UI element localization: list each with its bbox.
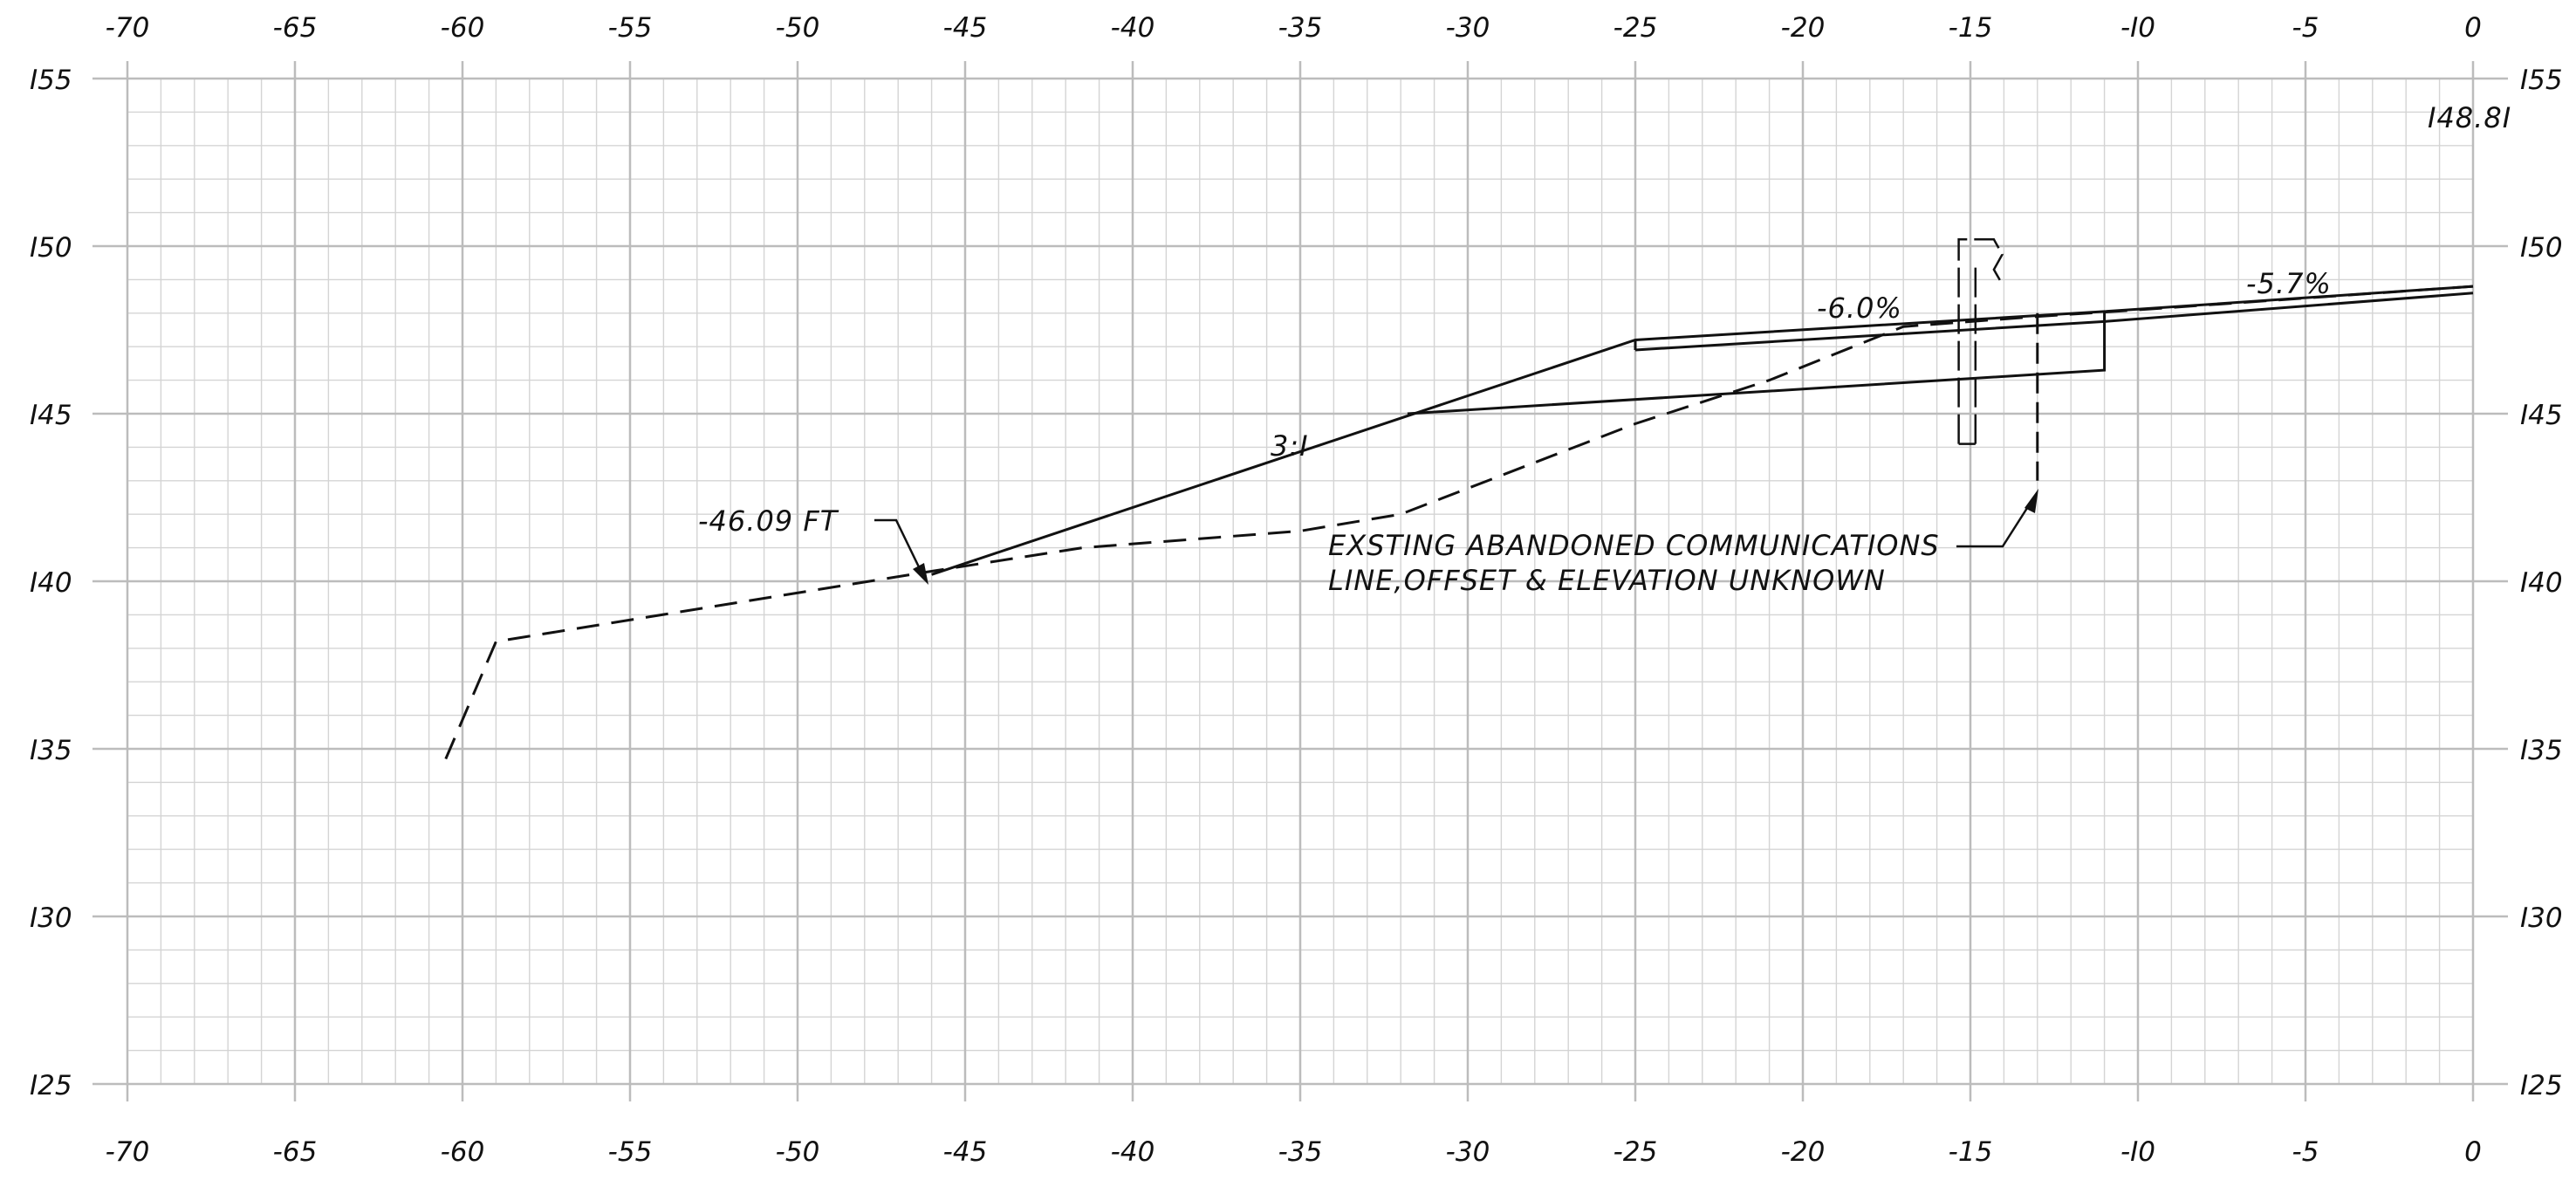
top-tick-label: -50 xyxy=(776,12,820,44)
slope-label-left: -6.0% xyxy=(1817,292,1902,325)
top-tick-label: -55 xyxy=(608,12,653,44)
bottom-tick-label: -50 xyxy=(776,1136,820,1168)
left-tick-label: I40 xyxy=(30,567,72,599)
top-tick-label: -65 xyxy=(273,12,318,44)
bottom-tick-label: -20 xyxy=(1781,1136,1826,1168)
top-tick-label: -15 xyxy=(1949,12,1993,44)
bottom-tick-label: 0 xyxy=(2464,1136,2482,1168)
right-tick-label: I30 xyxy=(2520,902,2563,934)
right-tick-label: I55 xyxy=(2520,65,2563,96)
top-tick-label: -20 xyxy=(1781,12,1826,44)
right-tick-label: I25 xyxy=(2520,1070,2563,1101)
top-tick-label: -70 xyxy=(106,12,150,44)
left-tick-label: I30 xyxy=(30,902,72,934)
top-tick-label: -25 xyxy=(1613,12,1658,44)
bottom-tick-label: -55 xyxy=(608,1136,653,1168)
bottom-tick-label: -5 xyxy=(2292,1136,2319,1168)
top-tick-label: -I0 xyxy=(2120,12,2155,44)
left-tick-label: I50 xyxy=(30,232,72,264)
right-tick-label: I50 xyxy=(2520,232,2563,264)
annotations: I48.8I -6.0% -5.7% 3:I -46.09 FT EXSTING… xyxy=(698,101,2511,597)
right-tick-label: I45 xyxy=(2520,400,2563,431)
left-tick-label: I55 xyxy=(30,65,72,96)
curb-outline xyxy=(1957,238,2004,444)
utility-note-line-1: EXSTING ABANDONED COMMUNICATIONS xyxy=(1328,529,1940,562)
bottom-tick-label: -35 xyxy=(1278,1136,1323,1168)
bottom-tick-label: -45 xyxy=(943,1136,988,1168)
top-tick-label: -30 xyxy=(1446,12,1490,44)
bottom-tick-label: -60 xyxy=(441,1136,485,1168)
utility-arrowhead xyxy=(2024,489,2038,513)
bottom-tick-label: -30 xyxy=(1446,1136,1490,1168)
utility-note-leader xyxy=(1956,495,2037,548)
profiles xyxy=(444,238,2474,760)
top-tick-label: -40 xyxy=(1111,12,1155,44)
slope-label-right: -5.7% xyxy=(2246,267,2332,300)
catch-point-arrowhead xyxy=(913,563,928,585)
top-tick-label: -60 xyxy=(441,12,485,44)
top-tick-label: 0 xyxy=(2464,12,2482,44)
left-tick-label: I45 xyxy=(30,400,72,431)
bottom-tick-label: -15 xyxy=(1949,1136,1993,1168)
bottom-tick-label: -40 xyxy=(1111,1136,1155,1168)
offset-axis-top: -70 -65 -60 -55 -50 -45 -40 -35 -30 -25 … xyxy=(106,12,2482,44)
bottom-tick-label: -70 xyxy=(106,1136,150,1168)
top-tick-label: -45 xyxy=(943,12,988,44)
bottom-tick-label: -I0 xyxy=(2120,1136,2155,1168)
catch-offset-label: -46.09 FT xyxy=(698,504,839,538)
right-tick-label: I40 xyxy=(2520,567,2563,599)
bottom-tick-label: -25 xyxy=(1613,1136,1658,1168)
subgrade-line xyxy=(1407,311,2107,415)
elevation-axis-right: I55 I50 I45 I40 I35 I30 I25 xyxy=(2520,65,2563,1101)
side-slope-label: 3:I xyxy=(1271,429,1309,463)
proposed-surface-line xyxy=(931,285,2474,576)
top-tick-label: -35 xyxy=(1278,12,1323,44)
top-tick-label: -5 xyxy=(2292,12,2319,44)
offset-axis-bottom: -70 -65 -60 -55 -50 -45 -40 -35 -30 -25 … xyxy=(106,1136,2482,1168)
left-tick-label: I35 xyxy=(30,735,72,766)
top-elevation-label: I48.8I xyxy=(2428,101,2511,134)
leaders xyxy=(874,489,2038,585)
catch-point-leader xyxy=(874,518,925,577)
utility-note-line-2: LINE,OFFSET & ELEVATION UNKNOWN xyxy=(1328,564,1886,597)
major-grid xyxy=(92,61,2508,1101)
bottom-tick-label: -65 xyxy=(273,1136,318,1168)
right-tick-label: I35 xyxy=(2520,735,2563,766)
left-tick-label: I25 xyxy=(30,1070,72,1101)
elevation-axis-left: I55 I50 I45 I40 I35 I30 I25 xyxy=(30,65,72,1101)
